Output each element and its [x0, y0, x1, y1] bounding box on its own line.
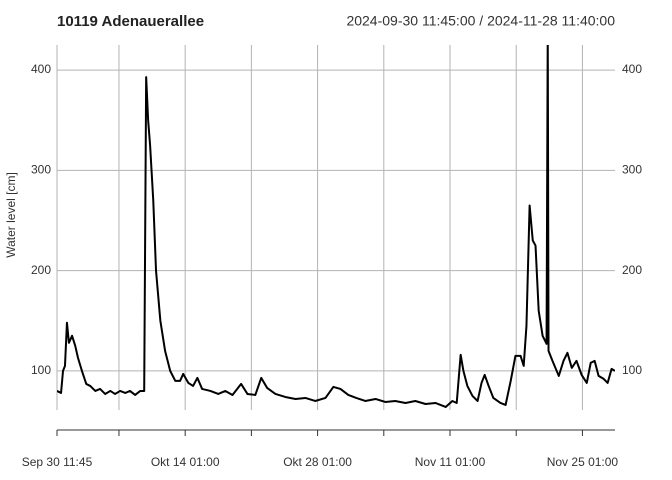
- y-tick-label-right: 400: [622, 62, 642, 76]
- y-tick-label-right: 300: [622, 163, 642, 177]
- x-tick-label: Okt 28 01:00: [283, 455, 352, 469]
- x-tick-label: Nov 11 01:00: [415, 455, 486, 469]
- y-axis-label: Water level [cm]: [4, 172, 18, 258]
- y-tick-label: 200: [31, 263, 51, 277]
- x-tick-label: Nov 25 01:00: [547, 455, 619, 469]
- date-range: 2024-09-30 11:45:00 / 2024-11-28 11:40:0…: [346, 13, 615, 29]
- y-tick-label: 400: [31, 62, 51, 76]
- y-tick-label-right: 100: [622, 363, 642, 377]
- x-tick-label: Okt 14 01:00: [151, 455, 220, 469]
- x-tick-label: Sep 30 11:45: [22, 455, 93, 469]
- y-tick-label-right: 200: [622, 263, 642, 277]
- water-level-line: [57, 45, 615, 408]
- y-tick-label: 300: [31, 163, 51, 177]
- y-tick-label: 100: [31, 363, 51, 377]
- chart-title: 10119 Adenauerallee: [57, 13, 204, 30]
